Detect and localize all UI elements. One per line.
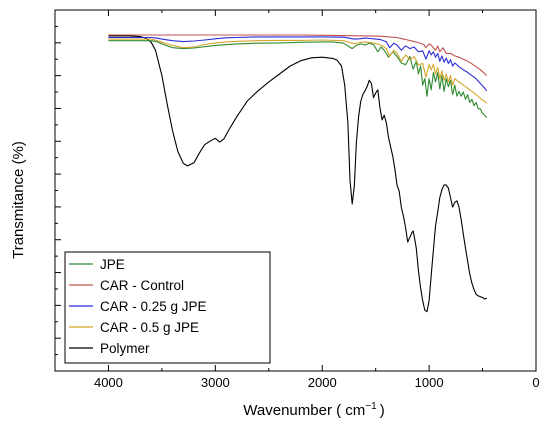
legend-label: JPE <box>100 257 125 272</box>
legend-label: CAR - 0.25 g JPE <box>100 299 207 314</box>
x-tick-label: 4000 <box>94 375 123 390</box>
legend-label: CAR - 0.5 g JPE <box>100 320 199 335</box>
ticks-layer: 4000 3000 2000 1000 0 <box>54 9 540 390</box>
series-layer <box>108 34 488 313</box>
legend-label: CAR - Control <box>100 278 184 293</box>
legend-label: Polymer <box>100 341 150 356</box>
y-axis-title: Transmitance (%) <box>10 141 27 259</box>
x-tick-label: 1000 <box>415 375 444 390</box>
legend-box <box>64 251 271 364</box>
series-line-car-0-25-g-jpe <box>108 36 488 92</box>
x-tick-label: 3000 <box>201 375 230 390</box>
series-line-car-0-5-g-jpe <box>108 38 488 104</box>
legend: JPE CAR - Control CAR - 0.25 g JPE CAR - 0.… <box>64 251 271 364</box>
series-line-polymer <box>108 35 488 313</box>
series-line-car-control <box>108 34 488 76</box>
x-tick-label: 0 <box>532 375 539 390</box>
x-tick-label: 2000 <box>308 375 337 390</box>
series-line-jpe <box>108 40 488 119</box>
x-axis-title: Wavenumber ( cm−1) <box>243 401 384 419</box>
